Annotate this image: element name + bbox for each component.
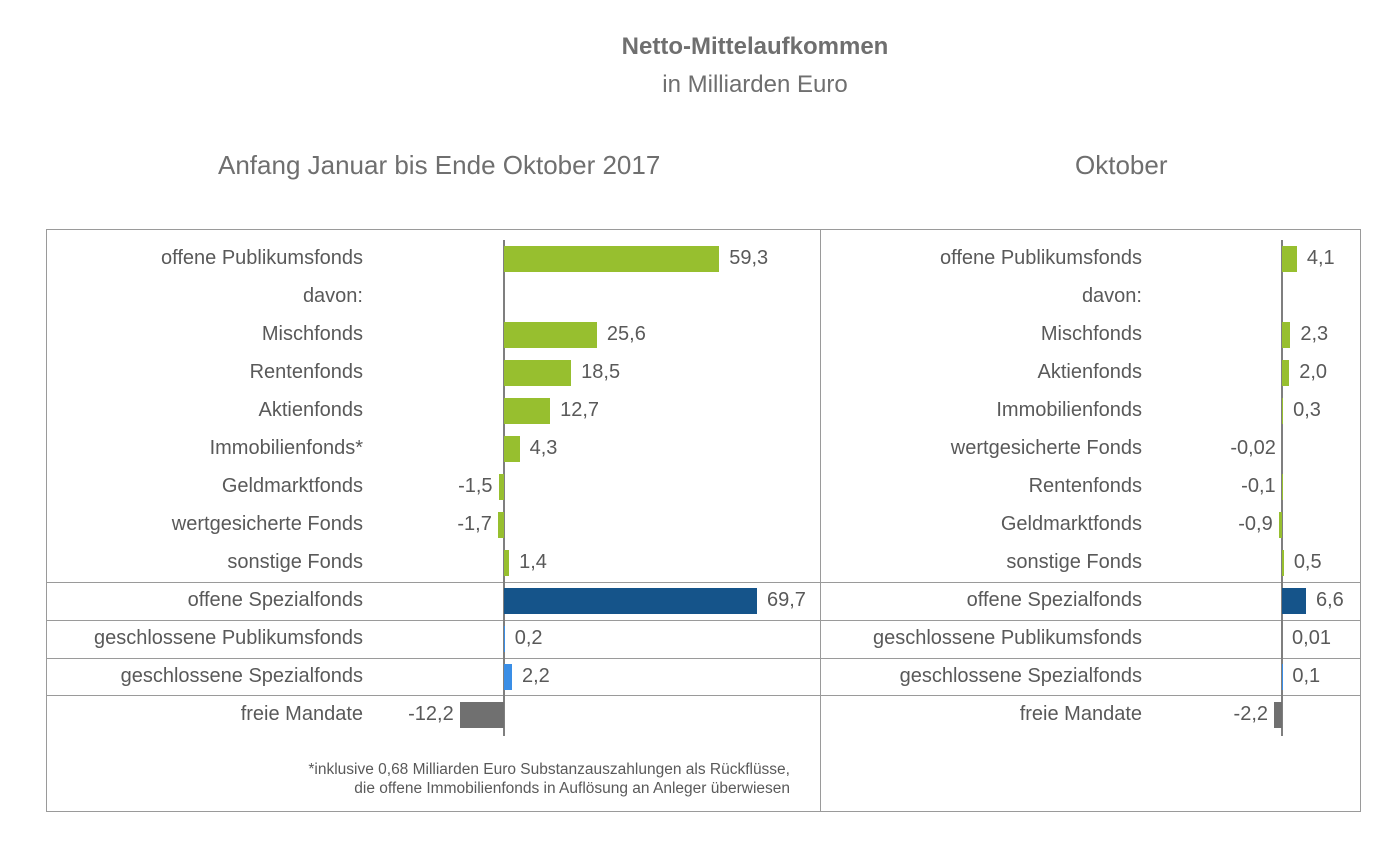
- category-label: offene Publikumsfonds: [940, 247, 1142, 269]
- category-label: davon:: [302, 285, 363, 307]
- category-label: Geldmarktfonds: [1000, 513, 1142, 535]
- data-label: 2,3: [1300, 323, 1329, 345]
- row-separator: [46, 695, 1361, 696]
- bar: [504, 664, 512, 690]
- category-label: Rentenfonds: [1028, 475, 1142, 497]
- category-label: geschlossene Spezialfonds: [120, 665, 363, 687]
- category-label: freie Mandate: [1019, 703, 1142, 725]
- data-label: -12,2: [408, 703, 454, 725]
- data-label: 0,2: [514, 627, 543, 649]
- data-label: 1,4: [519, 551, 547, 573]
- footnote-line: *inklusive 0,68 Milliarden Euro Substanz…: [308, 761, 790, 778]
- category-label: Aktienfonds: [258, 399, 363, 421]
- bar: [504, 436, 520, 462]
- data-label: 2,2: [521, 665, 550, 687]
- category-label: wertgesicherte Fonds: [950, 437, 1142, 459]
- bar: [504, 398, 551, 424]
- panel-title-october: Oktober: [1075, 150, 1168, 180]
- data-label: 69,7: [767, 589, 806, 611]
- data-label: 0,1: [1292, 665, 1321, 687]
- row-separator: [46, 582, 1361, 583]
- bar: [1282, 398, 1284, 424]
- category-label: Aktienfonds: [1037, 361, 1142, 383]
- bar: [504, 360, 572, 386]
- bar: [1282, 588, 1306, 614]
- bar: [498, 474, 504, 500]
- data-label: -0,1: [1241, 475, 1276, 497]
- category-label: geschlossene Publikumsfonds: [872, 627, 1142, 649]
- category-label: offene Publikumsfonds: [161, 247, 363, 269]
- chart-frame: [46, 229, 1361, 812]
- footnote: *inklusive 0,68 Milliarden Euro Substanz…: [200, 760, 790, 798]
- bar: [459, 702, 504, 728]
- data-label: -2,2: [1233, 703, 1269, 725]
- data-label: 59,3: [729, 247, 769, 269]
- bar: [1274, 702, 1282, 728]
- bar: [1278, 512, 1282, 538]
- panel-divider: [820, 229, 821, 812]
- data-label: -0,02: [1230, 437, 1276, 459]
- bar: [504, 588, 757, 614]
- category-label: wertgesicherte Fonds: [171, 513, 363, 535]
- category-label: offene Spezialfonds: [966, 589, 1142, 611]
- bar: [504, 550, 510, 576]
- data-label: -1,5: [458, 475, 493, 497]
- category-label: Geldmarktfonds: [221, 475, 363, 497]
- bar: [1282, 550, 1284, 576]
- category-label: davon:: [1081, 285, 1142, 307]
- bar: [504, 322, 597, 348]
- bar: [497, 512, 504, 538]
- data-label: 0,01: [1292, 627, 1331, 649]
- data-label: 0,5: [1293, 551, 1322, 573]
- data-label: -1,7: [457, 513, 492, 535]
- data-label: 12,7: [560, 399, 600, 421]
- category-label: geschlossene Spezialfonds: [899, 665, 1142, 687]
- bar: [504, 626, 505, 652]
- bar: [1282, 246, 1297, 272]
- bar: [1282, 322, 1291, 348]
- category-label: Immobilienfonds*: [209, 437, 363, 459]
- chart-subtitle: in Milliarden Euro: [662, 71, 848, 98]
- data-label: -0,9: [1238, 513, 1273, 535]
- data-label: 25,6: [606, 323, 646, 345]
- category-label: offene Spezialfonds: [187, 589, 363, 611]
- bar: [504, 246, 720, 272]
- category-label: sonstige Fonds: [227, 551, 363, 573]
- data-label: 18,5: [581, 361, 621, 383]
- data-label: 2,0: [1299, 361, 1328, 383]
- category-label: Mischfonds: [261, 323, 363, 345]
- category-label: freie Mandate: [240, 703, 363, 725]
- data-label: 4,1: [1306, 247, 1335, 269]
- panel-title-ytd: Anfang Januar bis Ende Oktober 2017: [218, 150, 661, 180]
- row-separator: [46, 620, 1361, 621]
- data-label: 4,3: [529, 437, 558, 459]
- row-separator: [46, 658, 1361, 659]
- data-label: 6,6: [1315, 589, 1344, 611]
- footnote-line: die offene Immobilienfonds in Auflösung …: [354, 780, 790, 797]
- category-label: Immobilienfonds: [996, 399, 1142, 421]
- category-label: geschlossene Publikumsfonds: [93, 627, 363, 649]
- bar: [1282, 360, 1290, 386]
- category-label: sonstige Fonds: [1006, 551, 1142, 573]
- data-label: 0,3: [1293, 399, 1321, 421]
- chart-title: Netto-Mittelaufkommen: [621, 33, 889, 60]
- category-label: Mischfonds: [1040, 323, 1142, 345]
- category-label: Rentenfonds: [249, 361, 363, 383]
